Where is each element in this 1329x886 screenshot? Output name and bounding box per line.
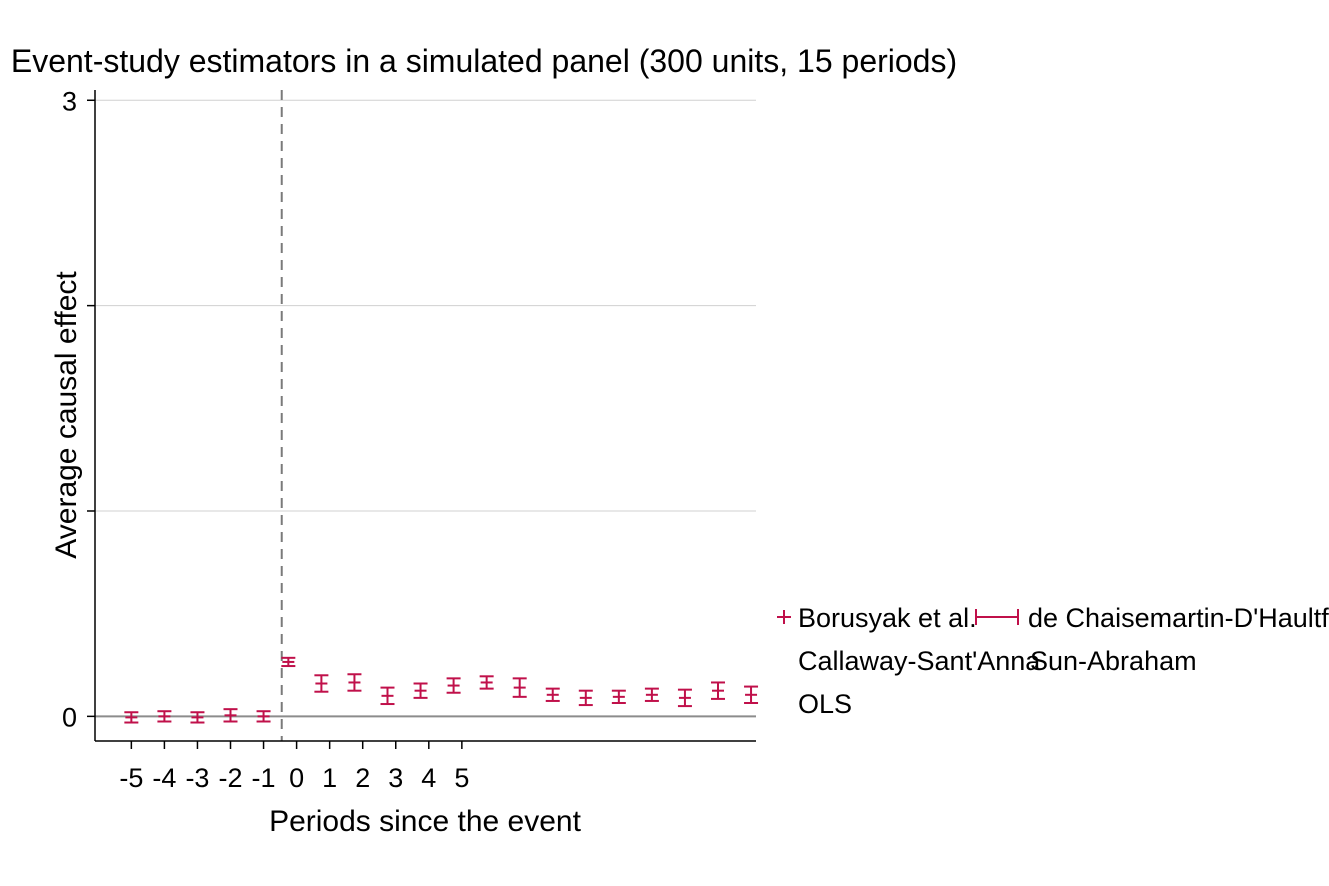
x-tick-label: 5 bbox=[454, 763, 469, 793]
x-axis-label: Periods since the event bbox=[269, 805, 582, 838]
x-tick-label: -3 bbox=[185, 763, 209, 793]
x-tick-label: 1 bbox=[322, 763, 337, 793]
y-axis-label: Average causal effect bbox=[50, 271, 83, 559]
x-tick-label: 0 bbox=[289, 763, 304, 793]
x-tick-label: -2 bbox=[218, 763, 242, 793]
data-point bbox=[314, 674, 329, 693]
data-point bbox=[347, 673, 362, 692]
data-point bbox=[479, 675, 494, 690]
y-ticks: 03 bbox=[62, 86, 95, 732]
y-tick-label: 0 bbox=[62, 702, 77, 732]
data-point bbox=[281, 656, 296, 668]
data-point bbox=[578, 689, 593, 707]
chart-title: Event-study estimators in a simulated pa… bbox=[11, 43, 957, 79]
legend-label-sun-abraham: Sun-Abraham bbox=[1030, 646, 1197, 676]
data-point bbox=[677, 688, 692, 708]
data-point bbox=[611, 689, 626, 705]
legend-label-ols: OLS bbox=[798, 689, 852, 719]
legend-label-borusyak: Borusyak et al. bbox=[798, 603, 977, 633]
x-tick-label: -1 bbox=[252, 763, 276, 793]
reference-lines bbox=[95, 90, 756, 741]
axes bbox=[94, 90, 756, 742]
data-point bbox=[190, 711, 205, 724]
data-point bbox=[644, 687, 659, 702]
legend-marker-capped-line bbox=[975, 609, 1019, 625]
x-tick-label: 4 bbox=[421, 763, 436, 793]
x-ticks: -5 -4 -3 -2 -1 0 1 2 3 4 5 bbox=[119, 741, 469, 793]
data-point bbox=[413, 682, 428, 699]
legend: Borusyak et al. de Chaisemartin-D'Haultf… bbox=[777, 603, 1329, 719]
data-point bbox=[223, 708, 238, 723]
x-tick-label: 2 bbox=[355, 763, 370, 793]
data-point bbox=[380, 686, 395, 706]
legend-marker-plus bbox=[777, 610, 791, 624]
data-point bbox=[256, 710, 271, 723]
data-point bbox=[512, 677, 527, 698]
x-tick-label: 3 bbox=[388, 763, 403, 793]
data-points bbox=[124, 656, 759, 724]
data-point bbox=[744, 685, 759, 705]
legend-label-callaway: Callaway-Sant'Anna bbox=[798, 646, 1041, 676]
grid-layer bbox=[95, 99, 756, 512]
data-point bbox=[545, 687, 560, 702]
y-tick-label: 3 bbox=[62, 86, 77, 116]
x-tick-label: -5 bbox=[119, 763, 143, 793]
legend-label-dechaisemartin: de Chaisemartin-D'Haultfoeuille bbox=[1028, 603, 1329, 633]
x-tick-label: -4 bbox=[152, 763, 176, 793]
data-point bbox=[157, 710, 172, 723]
data-point bbox=[446, 677, 461, 694]
data-point bbox=[710, 681, 725, 700]
data-point bbox=[124, 711, 139, 724]
